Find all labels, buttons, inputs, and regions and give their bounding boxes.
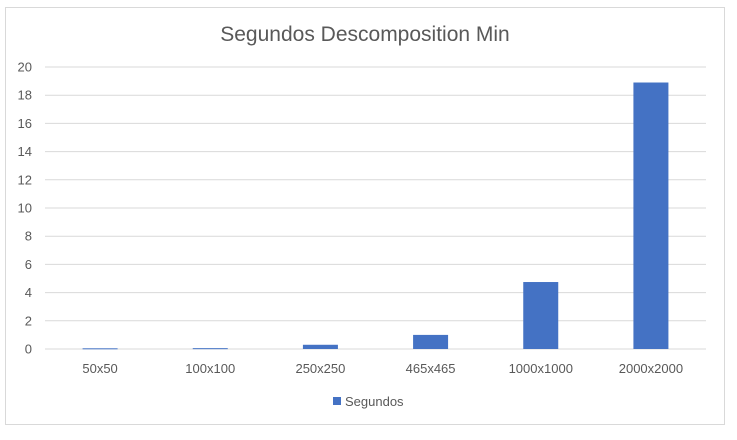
bar-1000x1000 — [523, 282, 559, 349]
gridlines — [45, 66, 706, 350]
bar-250x250 — [302, 344, 338, 349]
y-tick-label: 4 — [25, 285, 32, 300]
bar-2000x2000 — [633, 82, 669, 349]
legend-swatch — [333, 397, 341, 405]
y-tick-label: 16 — [18, 116, 32, 131]
x-tick-label: 465x465 — [406, 361, 456, 376]
y-tick-label: 6 — [25, 257, 32, 272]
x-tick-label: 100x100 — [185, 361, 235, 376]
y-tick-label: 0 — [25, 342, 32, 357]
x-tick-label: 1000x1000 — [509, 361, 573, 376]
x-tick-label: 2000x2000 — [619, 361, 683, 376]
y-axis-ticks: 0 2 4 6 8 10 12 14 16 18 20 — [18, 60, 32, 357]
y-tick-label: 8 — [25, 229, 32, 244]
legend: Segundos — [333, 394, 404, 409]
chart-title: Segundos Descomposition Min — [220, 23, 510, 46]
y-tick-label: 14 — [18, 144, 32, 159]
bar-100x100 — [192, 348, 228, 350]
y-tick-label: 10 — [18, 201, 32, 216]
legend-label: Segundos — [345, 394, 404, 409]
x-tick-label: 50x50 — [82, 361, 117, 376]
bars — [82, 82, 669, 350]
bar-50x50 — [82, 348, 118, 350]
bar-465x465 — [413, 334, 449, 349]
x-axis-ticks: 50x50 100x100 250x250 465x465 1000x1000 2000x… — [82, 361, 683, 376]
y-tick-label: 12 — [18, 172, 32, 187]
y-tick-label: 18 — [18, 88, 32, 103]
x-tick-label: 250x250 — [295, 361, 345, 376]
y-tick-label: 2 — [25, 313, 32, 328]
y-tick-label: 20 — [18, 60, 32, 75]
chart-frame — [5, 7, 725, 425]
